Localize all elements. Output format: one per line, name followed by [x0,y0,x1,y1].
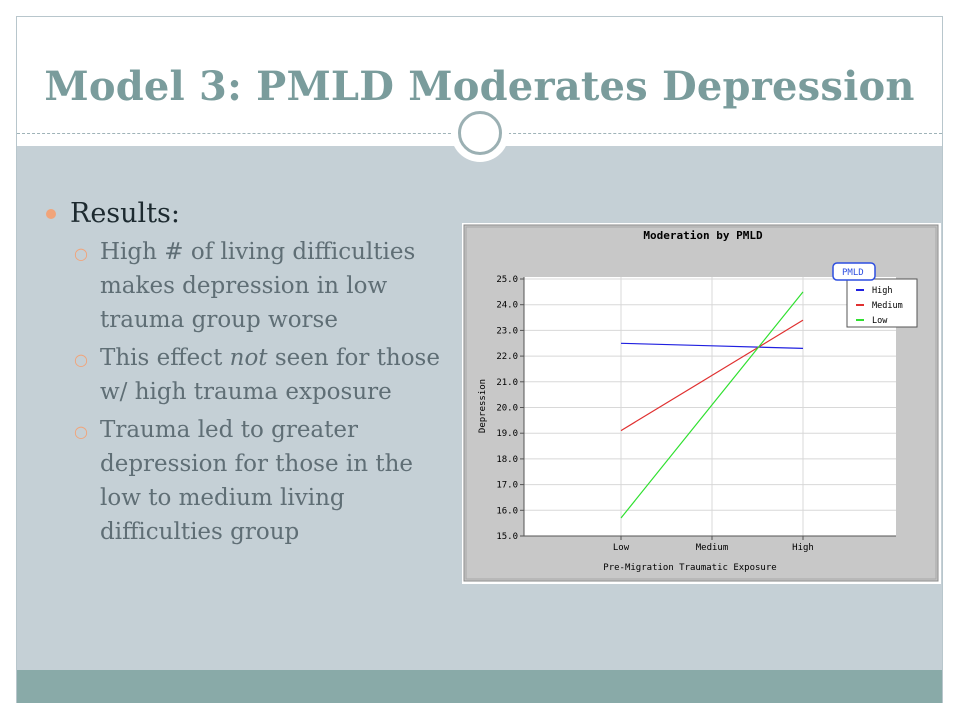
legend-title: PMLD [842,268,864,278]
y-tick-label: 22.0 [496,352,518,362]
bottom-bar [17,670,942,703]
y-tick-label: 25.0 [496,275,518,285]
sub-bullet: ○ Trauma led to greater depression for th… [46,413,456,549]
sub-bullet: ○ This effect not seen for those w/ high … [46,341,456,409]
chart-svg: Moderation by PMLD 15.0 16.0 17.0 18.0 19.0 2… [462,223,941,584]
legend-label-high: High [872,286,892,296]
ring-inner [458,111,502,155]
sub-bullets: ○ High # of living difficulties makes dep… [46,235,456,549]
y-tick-label: 15.0 [496,532,518,542]
chart-panel-inner-border [465,226,937,580]
series-line-low [620,291,804,519]
y-tick-label: 24.0 [496,301,518,311]
circle-bullet-icon: ○ [74,244,88,263]
sub-bullet-text: This effect not seen for those w/ high t… [100,341,450,409]
y-tick-label: 23.0 [496,326,518,336]
text-segment: High # of living difficulties makes depr… [100,239,416,333]
results-list: Results: ○ High # of living difficulties … [46,198,456,549]
bullet-dot-icon [46,208,56,219]
x-axis-label: Pre-Migration Traumatic Exposure [603,563,776,573]
y-tick-label: 20.0 [496,404,518,414]
sub-bullet-text: High # of living difficulties makes depr… [100,235,450,337]
series-layer [620,291,804,519]
y-tick-label: 19.0 [496,429,518,439]
y-tick-label: 21.0 [496,378,518,388]
legend-label-medium: Medium [872,301,903,311]
legend: PMLD High Medium Low [832,262,918,328]
y-tick-label: 17.0 [496,481,518,491]
y-tick-label: 18.0 [496,455,518,465]
legend-title-box [832,262,876,281]
x-tick-label: High [792,543,814,553]
sub-bullet-text: Trauma led to greater depression for tho… [100,413,450,549]
legend-label-low: Low [872,316,888,326]
y-tick-label: 16.0 [496,506,518,516]
text-segment: seen for those w/ high trauma exposure [100,345,440,405]
axis-layer: 15.0 16.0 17.0 18.0 19.0 20.0 21.0 22.0 23.0 24.0… [496,275,896,553]
x-tick-label: Medium [696,543,729,553]
series-line-high [620,342,804,349]
decorative-ring [451,104,509,162]
emphasis-text: not [229,345,268,371]
sub-bullet: ○ High # of living difficulties makes dep… [46,235,456,337]
circle-bullet-icon: ○ [74,422,88,441]
series-line-medium [620,319,804,432]
chart-title: Moderation by PMLD [643,229,763,242]
results-heading-text: Results: [70,198,180,229]
slide-title: Model 3: PMLD Moderates Depression [44,63,915,110]
y-axis-label: Depression [478,379,488,433]
text-segment: Trauma led to greater depression for tho… [100,417,414,545]
chart: Moderation by PMLD 15.0 16.0 17.0 18.0 19.0 2… [462,223,941,584]
results-heading: Results: [46,198,456,229]
x-tick-label: Low [613,543,630,553]
text-segment: This effect [100,345,230,371]
circle-bullet-icon: ○ [74,350,88,369]
